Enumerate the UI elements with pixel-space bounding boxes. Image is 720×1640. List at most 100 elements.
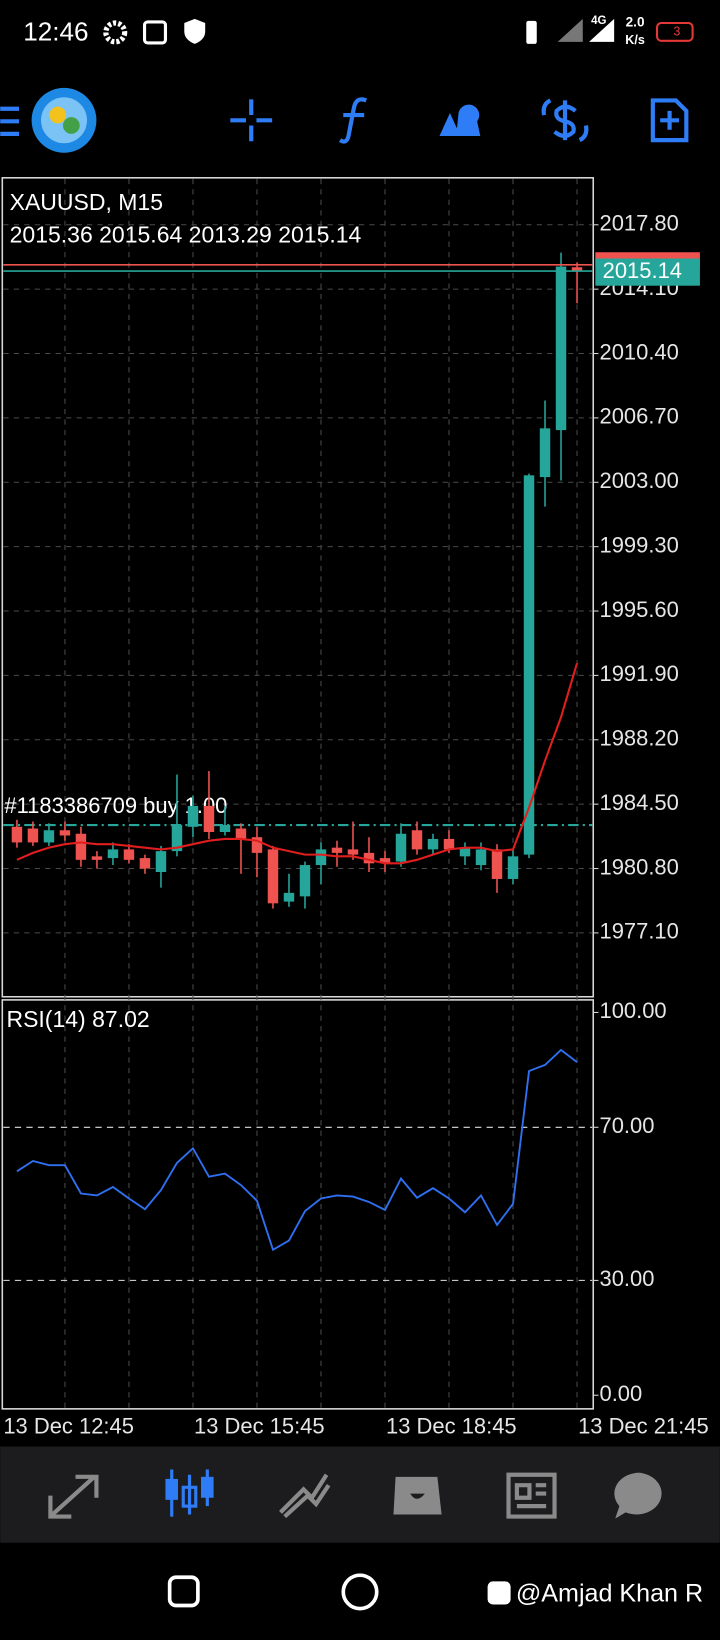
- candle-body: [43, 830, 55, 843]
- clock: 12:46: [23, 16, 88, 46]
- y-tick-label: 2003.00: [600, 468, 679, 493]
- new-order-button[interactable]: [650, 98, 689, 143]
- facebook-icon: [487, 1581, 511, 1605]
- signal-icon: [557, 18, 583, 42]
- candle-body: [251, 837, 263, 853]
- candle-body: [443, 838, 455, 850]
- candle-body: [315, 849, 327, 866]
- candle-body: [427, 838, 439, 850]
- toolbar: [0, 87, 689, 153]
- app-logo-dot: [49, 106, 67, 124]
- candle-body: [27, 828, 39, 843]
- rsi-value: 87.02: [92, 1006, 150, 1032]
- recents-button[interactable]: [167, 1575, 200, 1608]
- quotes-tab[interactable]: [48, 1474, 99, 1519]
- low-readout: 2013.29: [189, 221, 272, 247]
- net-speed: 2.0: [626, 15, 645, 30]
- rsi-panel: [1, 999, 595, 1410]
- y-tick-label: 1991.90: [600, 661, 679, 686]
- plot: 13 Dec 12:45 13 Dec 15:45 13 Dec 18:45 13 D…: [3, 178, 709, 1438]
- menu-button[interactable]: [0, 106, 20, 136]
- candle-body: [507, 856, 519, 879]
- candle-body: [187, 805, 199, 827]
- settings-icon: [103, 20, 128, 45]
- candle-body: [363, 852, 375, 864]
- candle-body: [155, 851, 167, 873]
- x-tick-label: 13 Dec 21:45: [578, 1413, 709, 1438]
- history-tab[interactable]: [393, 1476, 442, 1515]
- candle-body: [171, 825, 183, 852]
- candle-body: [299, 865, 311, 897]
- candle-body: [75, 833, 87, 860]
- y-tick-label: 30.00: [600, 1266, 655, 1291]
- news-tab[interactable]: [506, 1472, 557, 1519]
- price-panel: [1, 177, 595, 998]
- watermark: @Amjad Khan R: [516, 1580, 703, 1608]
- battery-level: 3: [673, 25, 680, 39]
- candle-body: [523, 475, 535, 855]
- y-tick-label: 100.00: [600, 998, 667, 1023]
- candle-body: [123, 849, 135, 860]
- symbol-title: XAUUSD, M15: [10, 189, 163, 215]
- x-tick-label: 13 Dec 15:45: [194, 1413, 325, 1438]
- y-tick-label: 2006.70: [600, 404, 679, 429]
- rsi-name: RSI(14): [6, 1006, 85, 1032]
- x-tick-label: 13 Dec 12:45: [3, 1413, 134, 1438]
- indicators-button[interactable]: [338, 97, 368, 144]
- home-button[interactable]: [341, 1573, 379, 1611]
- bid-tag: [595, 258, 700, 286]
- y-tick-label: 1995.60: [600, 597, 679, 622]
- candle-body: [139, 858, 151, 869]
- y-tick-label: 2017.80: [600, 211, 679, 236]
- y-tick-label: 1988.20: [600, 726, 679, 751]
- candle-body: [11, 826, 23, 843]
- rsi-readout: RSI(14) 87.02: [6, 1006, 149, 1032]
- bid-label: 2015.14: [603, 258, 682, 283]
- open-readout: 2015.36: [10, 221, 93, 247]
- high-readout: 2015.64: [99, 221, 182, 247]
- candle-body: [459, 847, 471, 857]
- trade-button[interactable]: [541, 98, 589, 143]
- shield-icon: [184, 18, 206, 44]
- network-type: 4G: [591, 15, 606, 27]
- candle-body: [491, 849, 503, 879]
- candle-body: [203, 805, 215, 832]
- candle-body: [555, 266, 567, 431]
- candle-body: [395, 833, 407, 862]
- bottom-nav: [0, 1446, 720, 1543]
- candle-body: [571, 267, 583, 272]
- y-tick-label: 1980.80: [600, 854, 679, 879]
- objects-button[interactable]: [439, 104, 481, 136]
- signal-icon: [589, 18, 615, 42]
- candle-body: [91, 856, 103, 860]
- candle-body: [283, 892, 295, 902]
- y-tick-label: 1999.30: [600, 532, 679, 557]
- candle-body: [347, 849, 359, 855]
- vibrate-icon: [526, 20, 537, 44]
- y-tick-label: 1984.50: [600, 790, 679, 815]
- x-tick-label: 13 Dec 18:45: [386, 1413, 517, 1438]
- chat-tab[interactable]: [614, 1472, 662, 1519]
- candle-body: [475, 849, 487, 866]
- trade-tab[interactable]: [279, 1473, 331, 1519]
- y-tick-label: 70.00: [600, 1113, 655, 1138]
- candle-body: [235, 828, 247, 839]
- app-logo-dot: [62, 117, 80, 134]
- net-speed-unit: K/s: [625, 33, 645, 47]
- y-tick-label: 0.00: [600, 1381, 643, 1406]
- candle-body: [107, 849, 119, 859]
- crosshair-button[interactable]: [230, 99, 273, 142]
- app-icon: [142, 20, 168, 45]
- ohlc-readout: 2015.36 2015.64 2013.29 2015.14: [10, 221, 362, 247]
- chart-tab[interactable]: [165, 1469, 214, 1517]
- battery-icon: [655, 21, 694, 42]
- y-tick-label: 2010.40: [600, 339, 679, 364]
- status-bar: 12:46 4G 2.0 K/s 3: [23, 15, 694, 47]
- candle-body: [267, 849, 279, 904]
- candle-body: [379, 858, 391, 864]
- rsi-line: [16, 1048, 578, 1252]
- candle-body: [411, 830, 423, 850]
